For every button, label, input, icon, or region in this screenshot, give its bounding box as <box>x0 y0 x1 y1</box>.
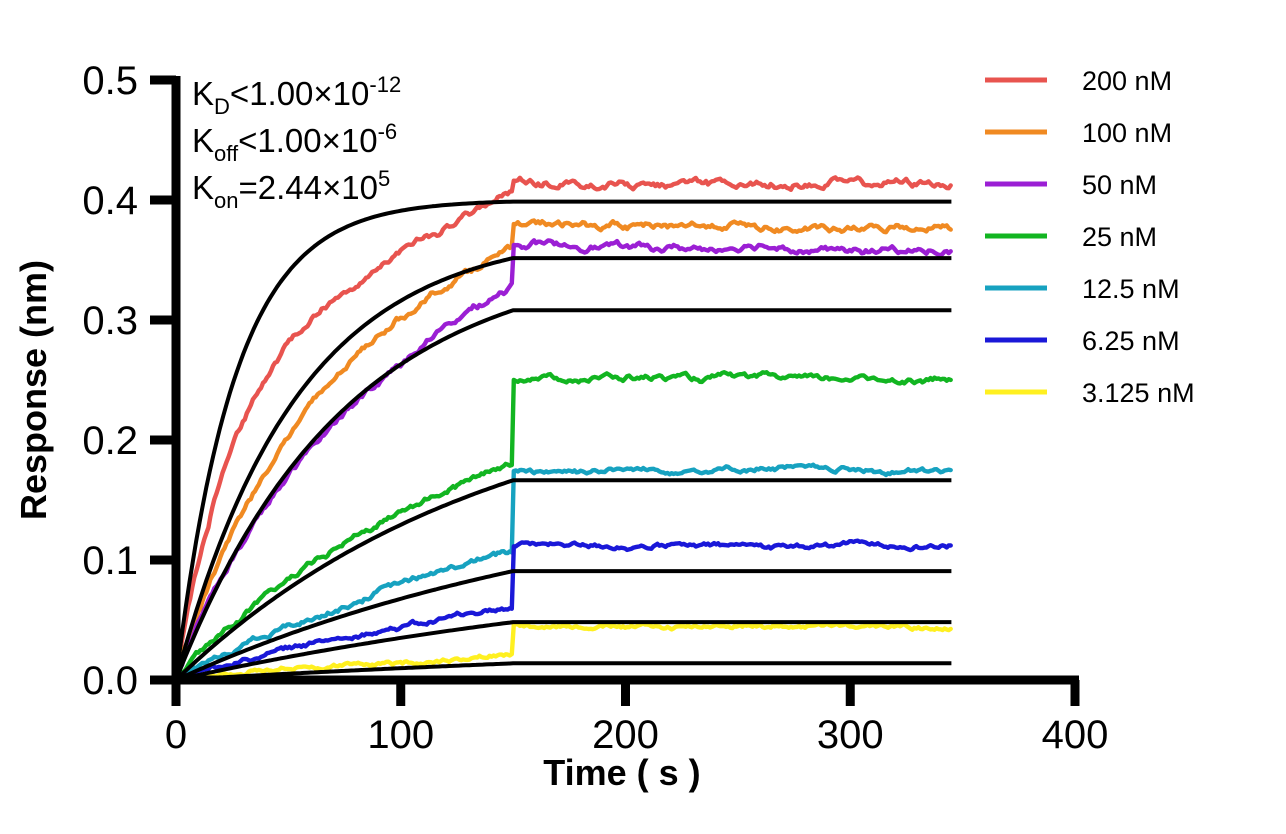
annotation-line-1: KD<1.00×10-12 <box>192 72 401 119</box>
x-axis-title: Time ( s ) <box>543 752 700 793</box>
y-tick-label: 0.1 <box>82 539 138 583</box>
y-tick-label: 0.0 <box>82 659 138 703</box>
data-curve-12-5-nm <box>173 462 953 683</box>
x-tick-label: 300 <box>817 713 884 757</box>
y-tick-label: 0.5 <box>82 59 138 103</box>
x-tick-label: 200 <box>592 713 659 757</box>
x-tick-label: 400 <box>1042 713 1109 757</box>
data-curve-200-nm <box>173 175 953 682</box>
data-curve-25-nm <box>173 370 953 683</box>
fit-curves-layer <box>174 199 952 682</box>
legend-label-25-nm: 25 nM <box>1082 222 1157 252</box>
x-tick-label: 0 <box>165 713 187 757</box>
y-tick-label: 0.4 <box>82 179 138 223</box>
y-axis-title: Response (nm) <box>13 260 54 520</box>
legend-label-200-nm: 200 nM <box>1082 66 1172 96</box>
y-tick-label: 0.2 <box>82 419 138 463</box>
legend-label-12-5-nm: 12.5 nM <box>1082 274 1180 304</box>
legend-label-3-125-nm: 3.125 nM <box>1082 378 1195 408</box>
annotation-line-3: Kon=2.44×105 <box>192 166 390 213</box>
fit-curve-6-25-nm <box>175 620 952 682</box>
legend-label-6-25-nm: 6.25 nM <box>1082 326 1180 356</box>
legend: 200 nM 100 nM 50 nM 25 nM 12.5 nM 6.25 nM 3.12… <box>985 66 1195 408</box>
fit-curve-200-nm <box>174 199 952 681</box>
x-tick-label: 100 <box>367 713 434 757</box>
fit-curve-3-125-nm <box>175 661 952 682</box>
data-curve-6-25-nm <box>173 538 953 682</box>
fit-curve-100-nm <box>174 256 952 681</box>
data-curve-50-nm <box>173 238 953 683</box>
tick-labels-layer: 0.0 0.1 0.2 0.3 0.4 0.5 0 100 200 300 400 <box>82 59 1108 757</box>
annotation-line-2: Koff<1.00×10-6 <box>192 119 397 166</box>
legend-label-100-nm: 100 nM <box>1082 118 1172 148</box>
fit-curve-25-nm <box>174 478 952 682</box>
y-tick-label: 0.3 <box>82 299 138 343</box>
fit-curve-50-nm <box>174 308 952 681</box>
axes-layer <box>150 75 1080 706</box>
legend-label-50-nm: 50 nM <box>1082 170 1157 200</box>
fit-curve-12-5-nm <box>175 569 952 682</box>
data-curve-100-nm <box>173 218 953 683</box>
data-curves-layer <box>173 175 953 683</box>
data-curve-3-125-nm <box>173 621 953 683</box>
